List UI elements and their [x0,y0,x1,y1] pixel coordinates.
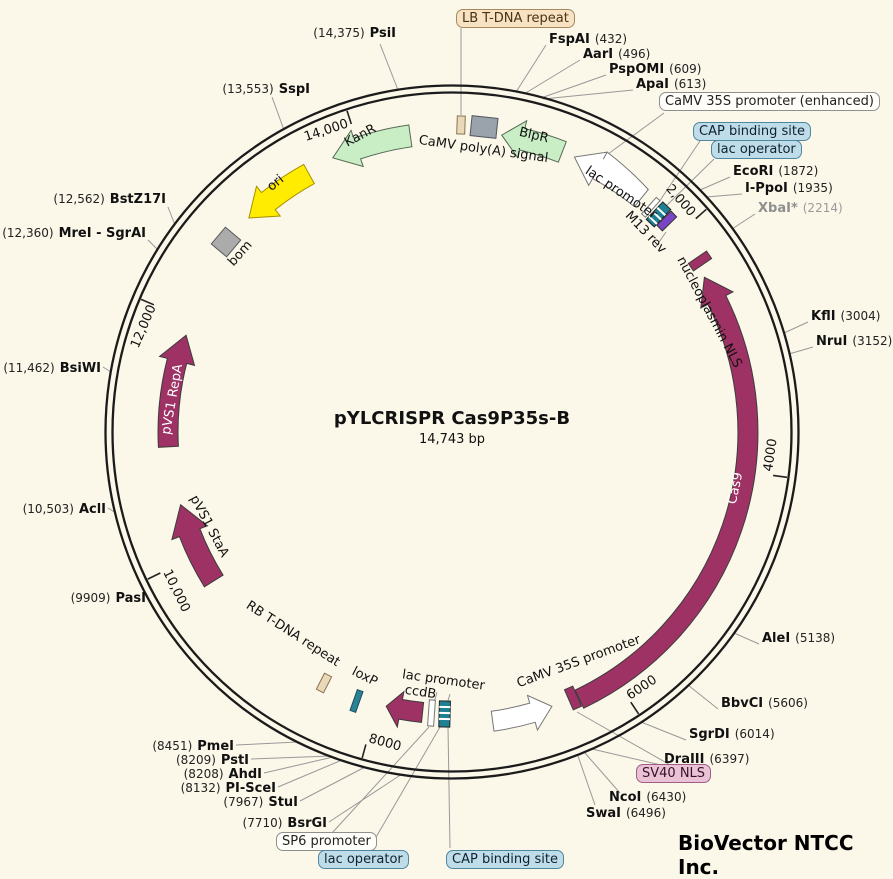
connector-mrei [148,240,158,250]
tick-10000 [148,573,161,579]
connector-kfli [784,322,808,333]
site-ecori: EcoRI(1872) [733,164,818,179]
site-pspomi: PspOMI(609) [609,62,701,77]
site-piscei: (8132)PI-SceI [181,781,276,796]
feature-lac-operator-cap-bottom [439,701,451,727]
site-sspi: (13,553)SspI [222,82,310,97]
boxed-label-cap-binding-top: CAP binding site [693,122,811,141]
label-rb-tdna-repeat: RB T-DNA repeat [243,598,342,670]
site-aari: AarI(496) [583,47,650,62]
feature-camv35s-promoter [491,695,552,731]
site-stui: (7967)StuI [223,795,298,810]
connector-swai [578,756,595,805]
site-nrui: NruI(3152) [816,334,892,349]
tick-6000 [631,702,639,714]
tick-label-4000: 4000 [761,438,780,473]
connector-sgrdi [641,722,686,740]
site-psti: (8209)PstI [176,753,249,768]
connector-bstz17i [168,207,175,225]
feature-lac-promoter-bottom [428,700,436,726]
feature-ori [249,164,314,218]
site-pmei: (8451)PmeI [152,739,234,754]
boxed-label-sp6-promoter: SP6 promoter [276,832,377,851]
site-bstz17i: (12,562)BstZ17I [53,192,166,207]
connector-psii [380,44,398,90]
connector-ecori [700,177,730,190]
connector-psti [251,756,331,759]
boxed-label-lb-tdna-repeat: LB T-DNA repeat [456,9,575,28]
connector-xbai [732,214,755,229]
connector-piscei [278,760,342,787]
site-bsrgi: (7710)BsrGI [243,816,327,831]
feature-lb-tdna-repeat [457,116,466,134]
connector-stui [300,767,365,801]
site-ncoi: NcoI(6430) [609,790,686,805]
site-ahdi: (8208)AhdI [184,767,262,782]
site-psii: (14,375)PsiI [313,26,396,41]
connector-nrui [789,347,813,354]
watermark-biovector: BioVector NTCC Inc. [678,831,893,879]
connector-draiii [592,749,661,765]
tick-4000 [773,475,787,477]
site-swai: SwaI(6496) [586,806,666,821]
boxed-label-lac-operator-bottom: lac operator [318,850,409,869]
boxed-label-cap-binding-bottom: CAP binding site [446,850,564,869]
label-loxp: loxP [349,664,380,690]
site-xbai: XbaI*(2214) [758,201,843,216]
connector-sspi [272,97,284,130]
feature-loxp [350,690,363,713]
plasmid-size: 14,743 bp [419,432,485,447]
site-pasi: (9909)PasI [71,591,146,606]
connector-ahdi [264,757,333,773]
connector-sv40 [577,712,672,766]
tick-label-12000: 12,000 [128,303,160,351]
plasmid-title: pYLCRISPR Cas9P35s-B [334,408,570,429]
boxed-label-lac-operator-top: lac operator [711,140,802,159]
site-ippoi: I-PpoI(1935) [745,181,833,196]
boxed-label-sv40-nls: SV40 NLS [636,764,711,783]
connector-cap-bottom [448,727,450,848]
feature-camv-polya-signal [470,116,498,139]
site-sgrdi: SgrDI(6014) [689,727,775,742]
site-bsiwi: (11,462)BsiWI [3,361,101,376]
connector-ippoi [706,194,742,197]
site-kfli: KflI(3004) [811,309,880,324]
tick-2000 [696,209,707,218]
tick-label-10000: 10,000 [159,567,192,614]
tick-label-8000: 8000 [367,731,403,754]
connector-aari [524,60,580,94]
site-apai: ApaI(613) [636,77,706,92]
site-fspai: FspAI(432) [549,32,627,47]
connector-bsrgi [329,774,402,822]
connector-apai [543,90,633,99]
site-bbvci: BbvCI(5606) [721,696,808,711]
tick-14000 [347,111,351,124]
connector-alei [734,633,759,644]
connector-fspai [516,45,546,92]
tick-8000 [362,744,366,758]
site-acli: (10,503)AclI [23,502,106,517]
connector-ncoi [585,753,620,793]
feature-rb-tdna-repeat [316,673,331,693]
site-mrei-sgrai: (12,360)MreI - SgrAI [2,226,146,241]
boxed-label-camv35s-enhanced: CaMV 35S promoter (enhanced) [659,92,880,111]
connector-bbvci [688,685,718,709]
connector-pspomi [541,75,606,98]
connector-pmei [236,742,298,745]
site-alei: AleI(5138) [762,631,835,646]
